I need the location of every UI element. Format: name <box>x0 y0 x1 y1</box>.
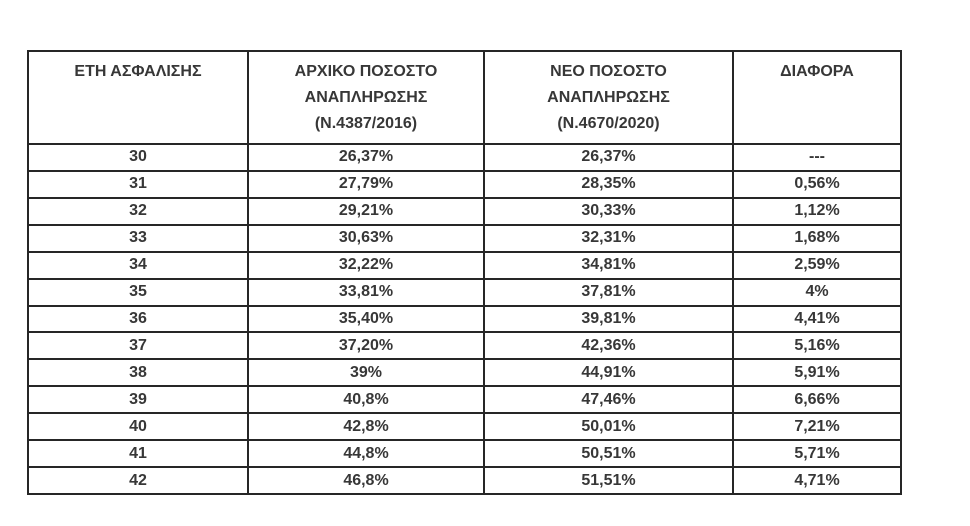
table-cell: 30 <box>27 143 249 172</box>
table-cell: 4,41% <box>732 304 902 334</box>
table-cell: 26,37% <box>247 143 485 172</box>
table-cell: 33 <box>27 223 249 253</box>
table-cell: 35 <box>27 277 249 307</box>
table-row: 38 39% 44,91% 5,91% <box>27 358 902 388</box>
table-cell: 5,91% <box>732 358 902 388</box>
header-line: ΑΡΧΙΚΟ ΠΟΣΟΣΤΟ <box>294 63 438 80</box>
header-line: ΑΝΑΠΛΗΡΩΣΗΣ <box>304 89 428 106</box>
table-row: 34 32,22% 34,81% 2,59% <box>27 250 902 280</box>
table-cell: 4% <box>732 277 902 307</box>
table-row: 40 42,8% 50,01% 7,21% <box>27 412 902 442</box>
table-cell: 32,22% <box>247 250 485 280</box>
header-line: ΔΙΑΦΟΡΑ <box>780 63 854 80</box>
table-cell: 32,31% <box>483 223 734 253</box>
table-cell: 32 <box>27 196 249 226</box>
table-cell: 44,91% <box>483 358 734 388</box>
table-cell: 27,79% <box>247 169 485 199</box>
header-row: ΕΤΗ ΑΣΦΑΛΙΣΗΣ ΑΡΧΙΚΟ ΠΟΣΟΣΤΟ ΑΝΑΠΛΗΡΩΣΗΣ… <box>27 50 902 145</box>
table-row: 30 26,37% 26,37% --- <box>27 143 902 172</box>
table-cell: 0,56% <box>732 169 902 199</box>
table-cell: 4,71% <box>732 466 902 495</box>
table-cell: 39,81% <box>483 304 734 334</box>
table-cell: 50,51% <box>483 439 734 469</box>
header-difference: ΔΙΑΦΟΡΑ <box>732 50 902 145</box>
header-new-replacement-rate: ΝΕΟ ΠΟΣΟΣΤΟ ΑΝΑΠΛΗΡΩΣΗΣ (Ν.4670/2020) <box>483 50 734 145</box>
table-cell: 6,66% <box>732 385 902 415</box>
table-cell: 42,36% <box>483 331 734 361</box>
table-cell: 46,8% <box>247 466 485 495</box>
table-cell: 1,68% <box>732 223 902 253</box>
table-row: 31 27,79% 28,35% 0,56% <box>27 169 902 199</box>
table-cell: 37 <box>27 331 249 361</box>
table-cell: 39 <box>27 385 249 415</box>
table-cell: 34 <box>27 250 249 280</box>
table-cell: 42,8% <box>247 412 485 442</box>
table-cell: 51,51% <box>483 466 734 495</box>
table-cell: 30,63% <box>247 223 485 253</box>
table-cell: --- <box>732 143 902 172</box>
table-cell: 33,81% <box>247 277 485 307</box>
pension-replacement-table-container: ΕΤΗ ΑΣΦΑΛΙΣΗΣ ΑΡΧΙΚΟ ΠΟΣΟΣΤΟ ΑΝΑΠΛΗΡΩΣΗΣ… <box>27 50 902 495</box>
table-row: 33 30,63% 32,31% 1,68% <box>27 223 902 253</box>
table-cell: 30,33% <box>483 196 734 226</box>
header-line: ΝΕΟ ΠΟΣΟΣΤΟ <box>550 63 667 80</box>
table-cell: 26,37% <box>483 143 734 172</box>
header-initial-replacement-rate: ΑΡΧΙΚΟ ΠΟΣΟΣΤΟ ΑΝΑΠΛΗΡΩΣΗΣ (Ν.4387/2016) <box>247 50 485 145</box>
header-line: ΕΤΗ ΑΣΦΑΛΙΣΗΣ <box>74 63 202 80</box>
table-row: 37 37,20% 42,36% 5,16% <box>27 331 902 361</box>
table-row: 35 33,81% 37,81% 4% <box>27 277 902 307</box>
header-years-of-insurance: ΕΤΗ ΑΣΦΑΛΙΣΗΣ <box>27 50 249 145</box>
header-line: (Ν.4670/2020) <box>557 115 660 132</box>
table-row: 41 44,8% 50,51% 5,71% <box>27 439 902 469</box>
table-row: 42 46,8% 51,51% 4,71% <box>27 466 902 495</box>
table-cell: 47,46% <box>483 385 734 415</box>
table-cell: 39% <box>247 358 485 388</box>
table-cell: 36 <box>27 304 249 334</box>
table-row: 39 40,8% 47,46% 6,66% <box>27 385 902 415</box>
table-cell: 38 <box>27 358 249 388</box>
table-cell: 5,16% <box>732 331 902 361</box>
table-cell: 44,8% <box>247 439 485 469</box>
table-cell: 7,21% <box>732 412 902 442</box>
table-cell: 28,35% <box>483 169 734 199</box>
table-cell: 50,01% <box>483 412 734 442</box>
table-cell: 1,12% <box>732 196 902 226</box>
table-cell: 41 <box>27 439 249 469</box>
table-cell: 37,81% <box>483 277 734 307</box>
table-cell: 35,40% <box>247 304 485 334</box>
header-line: ΑΝΑΠΛΗΡΩΣΗΣ <box>547 89 670 106</box>
table-cell: 2,59% <box>732 250 902 280</box>
pension-replacement-table: ΕΤΗ ΑΣΦΑΛΙΣΗΣ ΑΡΧΙΚΟ ΠΟΣΟΣΤΟ ΑΝΑΠΛΗΡΩΣΗΣ… <box>27 50 902 495</box>
table-cell: 5,71% <box>732 439 902 469</box>
table-cell: 37,20% <box>247 331 485 361</box>
table-row: 36 35,40% 39,81% 4,41% <box>27 304 902 334</box>
table-cell: 40,8% <box>247 385 485 415</box>
table-cell: 40 <box>27 412 249 442</box>
table-row: 32 29,21% 30,33% 1,12% <box>27 196 902 226</box>
header-line: (Ν.4387/2016) <box>314 115 418 132</box>
table-cell: 31 <box>27 169 249 199</box>
table-cell: 29,21% <box>247 196 485 226</box>
table-cell: 34,81% <box>483 250 734 280</box>
table-cell: 42 <box>27 466 249 495</box>
